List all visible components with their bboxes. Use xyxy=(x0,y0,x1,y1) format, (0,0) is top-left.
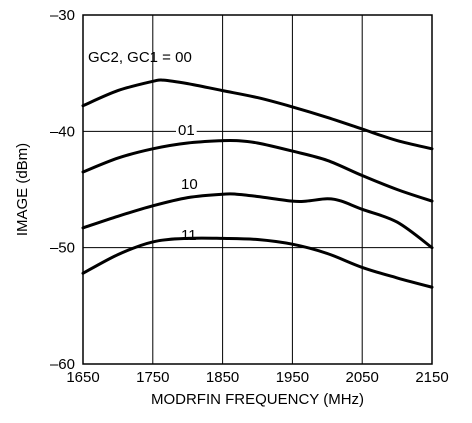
x-axis-title: MODRFIN FREQUENCY (MHz) xyxy=(151,391,364,408)
y-tick-label: –60 xyxy=(50,356,75,373)
series-label-11: 11 xyxy=(181,227,197,244)
series-labels: GC2, GC1 = 00 01 10 11 xyxy=(88,49,198,244)
x-tick-labels: 1650 1750 1850 1950 2050 2150 xyxy=(66,369,448,386)
series-curves xyxy=(81,78,434,289)
series-label-01: 01 xyxy=(178,122,195,139)
series-label-background xyxy=(176,122,197,139)
x-tick-label: 1650 xyxy=(66,369,99,386)
x-tick-label: 2150 xyxy=(415,369,448,386)
y-tick-label: –50 xyxy=(50,240,75,257)
x-tick-label: 1750 xyxy=(136,369,169,386)
series-10-curve xyxy=(81,192,434,250)
x-tick-label: 2050 xyxy=(346,369,379,386)
series-label-00: GC2, GC1 = 00 xyxy=(88,49,192,66)
series-label-10: 10 xyxy=(181,176,198,193)
y-tick-label: –30 xyxy=(50,7,75,24)
y-axis-title: IMAGE (dBm) xyxy=(14,143,31,236)
series-00-curve xyxy=(81,78,434,151)
series-01-curve xyxy=(81,138,434,203)
x-tick-label: 1950 xyxy=(276,369,309,386)
series-11-curve xyxy=(81,236,434,289)
y-tick-labels: –60 –50 –40 –30 xyxy=(50,7,75,373)
plot-frame xyxy=(82,14,433,365)
x-tick-label: 1850 xyxy=(206,369,239,386)
grid xyxy=(83,15,432,364)
y-tick-label: –40 xyxy=(50,123,75,140)
